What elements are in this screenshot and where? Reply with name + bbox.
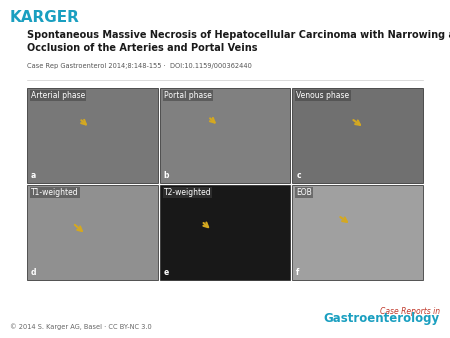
Text: Gastroenterology: Gastroenterology (324, 312, 440, 325)
Bar (292, 88, 423, 183)
Text: f: f (297, 268, 300, 277)
Text: Portal phase: Portal phase (164, 91, 211, 100)
Text: a: a (31, 171, 36, 180)
Text: Case Reports in: Case Reports in (380, 307, 440, 316)
Bar (160, 185, 290, 280)
Text: e: e (164, 268, 169, 277)
Text: Case Rep Gastroenterol 2014;8:148-155 ·  DOI:10.1159/000362440: Case Rep Gastroenterol 2014;8:148-155 · … (27, 63, 252, 69)
Text: Spontaneous Massive Necrosis of Hepatocellular Carcinoma with Narrowing and
Occl: Spontaneous Massive Necrosis of Hepatoce… (27, 30, 450, 53)
Text: c: c (297, 171, 301, 180)
Bar (292, 185, 423, 280)
Text: EOB: EOB (297, 188, 312, 197)
Text: T1-weighted: T1-weighted (31, 188, 79, 197)
Bar (160, 88, 290, 183)
Text: b: b (164, 171, 169, 180)
Text: KARGER: KARGER (10, 10, 80, 25)
Bar (27, 185, 158, 280)
Text: Arterial phase: Arterial phase (31, 91, 85, 100)
Text: T2-weighted: T2-weighted (164, 188, 211, 197)
Bar (27, 88, 158, 183)
Text: © 2014 S. Karger AG, Basel · CC BY-NC 3.0: © 2014 S. Karger AG, Basel · CC BY-NC 3.… (10, 323, 152, 330)
Text: Venous phase: Venous phase (297, 91, 350, 100)
Text: d: d (31, 268, 36, 277)
